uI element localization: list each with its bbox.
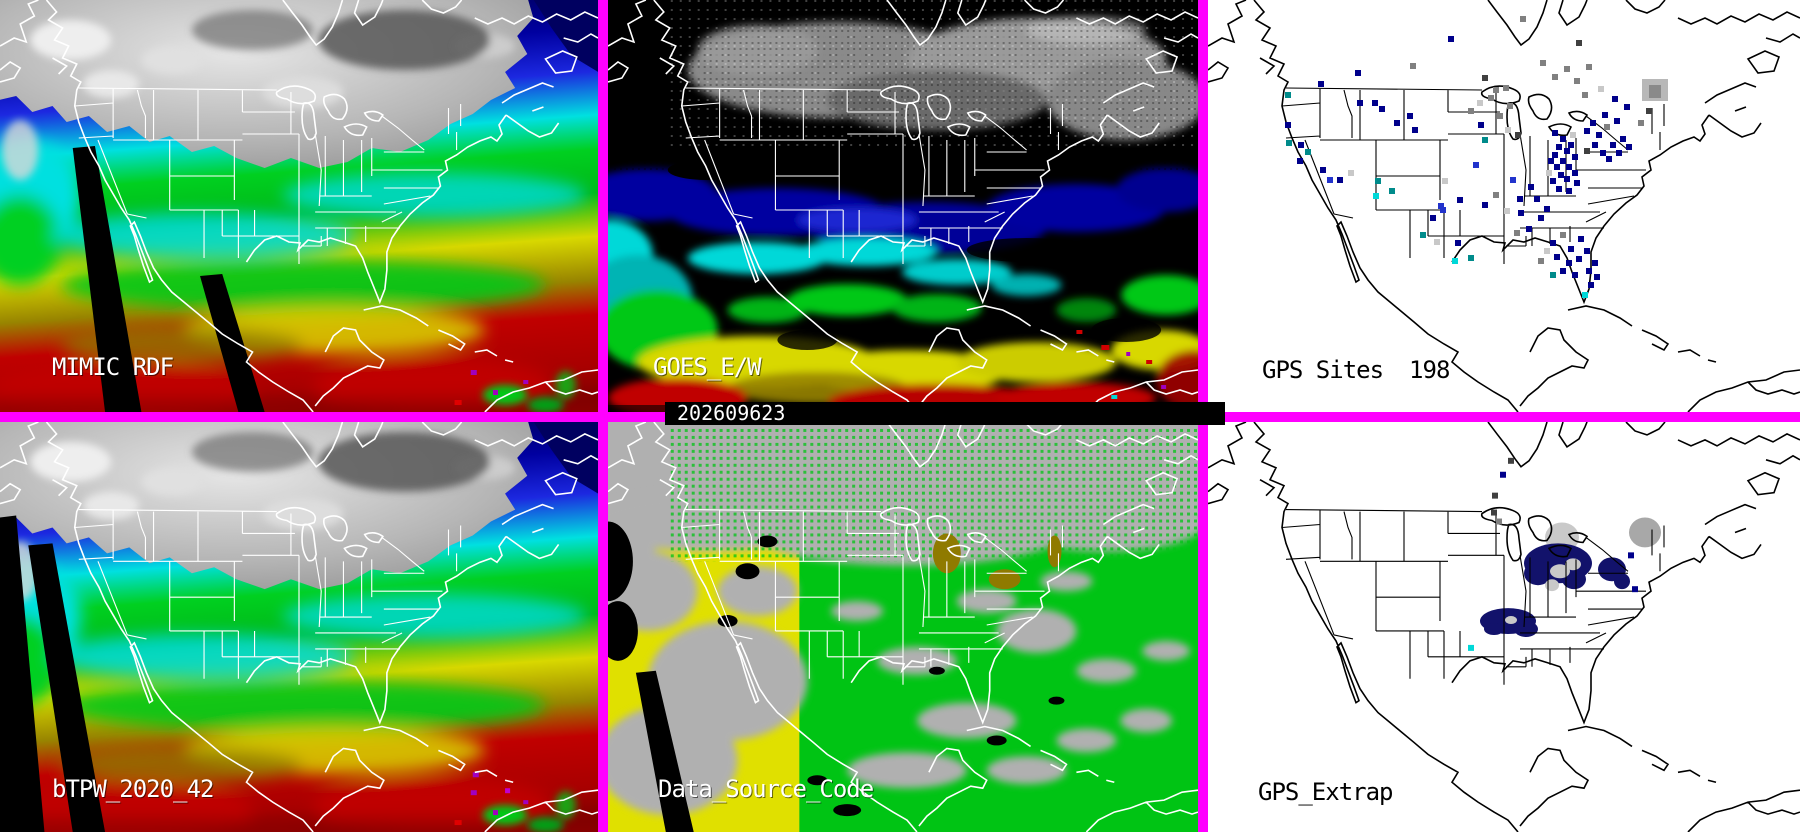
data-source-code-map-image [608, 422, 1198, 832]
panel-btpw[interactable]: bTPW_2020_42 [0, 422, 598, 832]
timestamp-bar: 202609623 [665, 402, 1225, 425]
btpw-map-image [0, 422, 598, 832]
panel-goes-ew[interactable]: GOES_E/W [608, 0, 1198, 412]
gps-sites-map-image [1208, 0, 1800, 412]
btpw-label: bTPW_2020_42 [52, 775, 214, 803]
data-source-code-label: Data_Source_Code [658, 775, 874, 803]
panel-data-source-code[interactable]: Data_Source_Code [608, 422, 1198, 832]
gps-sites-count: 198 [1409, 356, 1450, 384]
panel-mimic-rdf[interactable]: MIMIC RDF [0, 0, 598, 412]
panel-gps-extrap[interactable]: GPS_Extrap [1208, 422, 1800, 832]
goes-ew-map-image [608, 0, 1198, 412]
gps-extrap-label: GPS_Extrap [1258, 778, 1393, 806]
timestamp-text: 202609623 [677, 401, 786, 425]
gps-sites-label: GPS Sites 198 [1262, 356, 1450, 384]
gps-extrap-map-image [1208, 422, 1800, 832]
panel-gps-sites[interactable]: GPS Sites 198 [1208, 0, 1800, 412]
mimic-rdf-map-image [0, 0, 598, 412]
goes-ew-label: GOES_E/W [653, 353, 762, 381]
mimic-rdf-label: MIMIC RDF [52, 353, 174, 381]
gps-sites-label-text: GPS Sites [1262, 356, 1384, 384]
